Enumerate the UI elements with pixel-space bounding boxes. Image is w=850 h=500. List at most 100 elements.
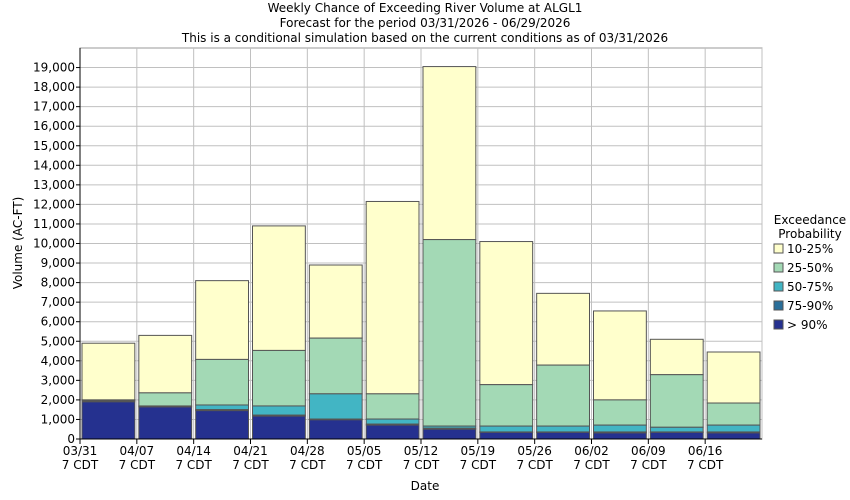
bar-segment-2550 <box>479 384 534 427</box>
bar-segment-2550 <box>649 374 704 428</box>
legend-label: 25-50% <box>787 261 833 275</box>
chart-title-line: Weekly Chance of Exceeding River Volume … <box>268 1 583 15</box>
legend-label: 10-25% <box>787 242 833 256</box>
legend-title: Probability <box>778 227 841 241</box>
legend-swatch <box>773 281 784 292</box>
x-tick-label: 06/02 <box>574 444 609 458</box>
y-tick-label: 11,000 <box>33 217 75 231</box>
y-tick-label: 1,000 <box>41 412 75 426</box>
bar-segment-90 <box>706 432 761 440</box>
x-tick-sublabel: 7 CDT <box>403 458 440 472</box>
y-tick-label: 2,000 <box>41 393 75 407</box>
y-axis-label: Volume (AC-FT) <box>11 197 25 290</box>
bar-segment-2550 <box>365 393 420 420</box>
bar-segment-90 <box>479 431 534 440</box>
bar-segment-90 <box>81 401 136 440</box>
x-tick-sublabel: 7 CDT <box>573 458 610 472</box>
bar-segment-1025 <box>479 241 534 386</box>
y-tick-label: 7,000 <box>41 295 75 309</box>
x-tick-label: 05/12 <box>404 444 439 458</box>
bar-segment-90 <box>138 406 193 440</box>
bar-segment-1025 <box>593 310 647 401</box>
bar-segment-1025 <box>536 292 591 366</box>
bar-segment-5075 <box>479 425 534 433</box>
x-axis-label: Date <box>411 479 440 493</box>
y-tick-label: 3,000 <box>41 373 75 387</box>
y-tick-label: 10,000 <box>33 237 75 251</box>
bar-segment-2550 <box>138 392 193 407</box>
bar-segment-90 <box>422 428 477 440</box>
y-tick-label: 0 <box>67 432 75 446</box>
bar-segment-90 <box>252 415 306 440</box>
bar-segment-1025 <box>138 334 193 394</box>
bar-segment-90 <box>365 424 420 440</box>
y-tick-label: 9,000 <box>41 256 75 270</box>
y-tick-label: 13,000 <box>33 178 75 192</box>
bar-segment-90 <box>536 431 591 440</box>
bar-segment-1025 <box>649 338 704 376</box>
chart-title-line: Forecast for the period 03/31/2026 - 06/… <box>280 16 571 30</box>
legend-swatch <box>773 262 784 273</box>
y-tick-label: 14,000 <box>33 158 75 172</box>
bar-segment-90 <box>649 431 704 440</box>
y-tick-label: 17,000 <box>33 100 75 114</box>
x-tick-sublabel: 7 CDT <box>119 458 156 472</box>
x-tick-label: 04/14 <box>176 444 211 458</box>
bar-segment-2550 <box>195 358 250 406</box>
y-tick-label: 4,000 <box>41 354 75 368</box>
bar-segment-5075 <box>252 405 306 416</box>
y-tick-label: 18,000 <box>33 80 75 94</box>
x-tick-sublabel: 7 CDT <box>687 458 724 472</box>
chart-title-line: This is a conditional simulation based o… <box>181 31 668 45</box>
x-tick-sublabel: 7 CDT <box>62 458 99 472</box>
x-tick-label: 06/09 <box>631 444 666 458</box>
bar-segment-2550 <box>308 337 363 395</box>
x-tick-label: 05/19 <box>461 444 496 458</box>
bar-segment-5075 <box>593 424 647 433</box>
x-tick-label: 05/05 <box>347 444 382 458</box>
x-tick-sublabel: 7 CDT <box>460 458 497 472</box>
x-tick-label: 06/16 <box>688 444 723 458</box>
bar-segment-5075 <box>365 418 420 425</box>
legend-label: 50-75% <box>787 280 833 294</box>
legend-swatch <box>773 243 784 254</box>
x-tick-label: 04/21 <box>233 444 268 458</box>
x-tick-sublabel: 7 CDT <box>630 458 667 472</box>
y-tick-label: 8,000 <box>41 276 75 290</box>
x-tick-sublabel: 7 CDT <box>175 458 212 472</box>
y-tick-label: 19,000 <box>33 61 75 75</box>
bar-segment-2550 <box>536 364 591 427</box>
bar-segment-5075 <box>308 393 363 420</box>
bar-segment-5075 <box>649 426 704 433</box>
bar-segment-90 <box>195 410 250 440</box>
legend-title: Exceedance <box>774 213 846 227</box>
bar-segment-1025 <box>252 225 306 351</box>
bar-segment-1025 <box>365 200 420 395</box>
bar-segment-2550 <box>422 239 477 427</box>
bar-segment-5075 <box>536 425 591 433</box>
bar-segment-1025 <box>81 342 136 401</box>
bar-segment-5075 <box>195 404 250 411</box>
x-tick-label: 04/07 <box>120 444 155 458</box>
bar-segment-90 <box>593 432 647 440</box>
bar-segment-1025 <box>422 66 477 241</box>
bar-segment-1025 <box>308 264 363 339</box>
legend-label: 75-90% <box>787 299 833 313</box>
bar-segment-2550 <box>252 349 306 407</box>
x-tick-sublabel: 7 CDT <box>289 458 326 472</box>
x-tick-label: 05/26 <box>517 444 552 458</box>
bar-segment-1025 <box>195 280 250 360</box>
y-tick-label: 6,000 <box>41 315 75 329</box>
y-tick-label: 16,000 <box>33 119 75 133</box>
x-tick-sublabel: 7 CDT <box>346 458 383 472</box>
legend-label: > 90% <box>787 318 828 332</box>
bar-segment-1025 <box>706 351 761 404</box>
bar-segment-2550 <box>706 402 761 426</box>
y-tick-label: 5,000 <box>41 334 75 348</box>
y-tick-label: 15,000 <box>33 139 75 153</box>
legend-swatch <box>773 319 784 330</box>
y-tick-label: 12,000 <box>33 197 75 211</box>
x-tick-label: 03/31 <box>63 444 98 458</box>
